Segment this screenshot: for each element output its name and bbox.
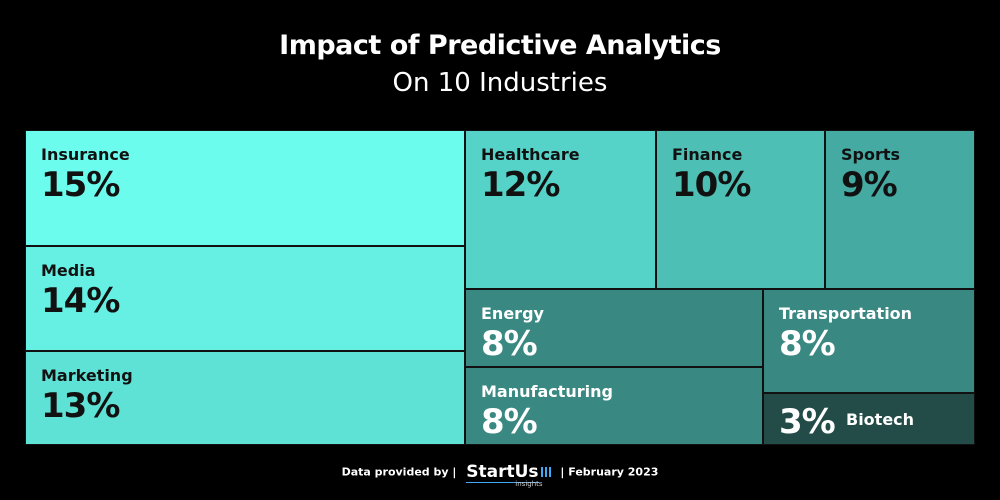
tile-biotech: Biotech 3% bbox=[763, 393, 975, 445]
tile-transportation: Transportation 8% bbox=[763, 289, 975, 393]
tile-sports: Sports 9% bbox=[825, 130, 975, 289]
tile-manufacturing: Manufacturing 8% bbox=[465, 367, 763, 445]
tile-label: Marketing bbox=[41, 366, 133, 385]
tile-label: Biotech bbox=[846, 410, 915, 429]
tile-value: 9% bbox=[841, 165, 898, 205]
tile-label: Media bbox=[41, 261, 96, 280]
tile-insurance: Insurance 15% bbox=[25, 130, 465, 246]
tile-value: 13% bbox=[41, 386, 120, 426]
tile-marketing: Marketing 13% bbox=[25, 351, 465, 445]
tile-finance: Finance 10% bbox=[656, 130, 825, 289]
date-text: February 2023 bbox=[568, 465, 659, 479]
chart-subtitle: On 10 Industries bbox=[392, 68, 608, 98]
tile-value: 12% bbox=[481, 165, 560, 205]
tile-label: Energy bbox=[481, 304, 544, 323]
data-provided-text: Data provided by bbox=[341, 465, 449, 479]
tile-healthcare: Healthcare 12% bbox=[465, 130, 656, 289]
tile-value: 8% bbox=[779, 324, 836, 364]
startus-logo: StartUs insights bbox=[466, 462, 551, 488]
separator: | bbox=[560, 465, 565, 479]
footer: Data provided by | StartUs insights | Feb… bbox=[0, 462, 1000, 488]
chart-title: Impact of Predictive Analytics bbox=[279, 30, 721, 61]
tile-value: 15% bbox=[41, 165, 120, 205]
tile-value: 8% bbox=[481, 324, 538, 364]
tile-value: 10% bbox=[672, 165, 751, 205]
tile-value: 14% bbox=[41, 281, 120, 321]
tile-label: Healthcare bbox=[481, 145, 580, 164]
tile-label: Transportation bbox=[779, 304, 913, 323]
tile-label: Insurance bbox=[41, 145, 130, 164]
tile-value: 8% bbox=[481, 402, 538, 442]
bars-icon bbox=[540, 467, 551, 477]
tile-value: 3% bbox=[779, 402, 836, 442]
tile-label: Manufacturing bbox=[481, 382, 613, 401]
tile-media: Media 14% bbox=[25, 246, 465, 351]
tile-label: Sports bbox=[841, 145, 901, 164]
tile-label: Finance bbox=[672, 145, 743, 164]
tile-energy: Energy 8% bbox=[465, 289, 763, 367]
separator: | bbox=[452, 465, 457, 479]
